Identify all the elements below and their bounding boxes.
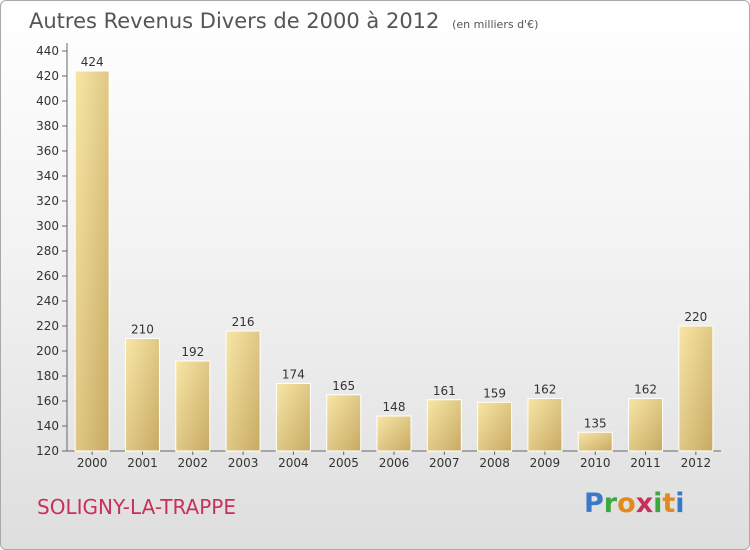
chart-bars: [74, 70, 714, 452]
x-tick-label: 2000: [77, 456, 108, 470]
bar: [376, 415, 412, 452]
y-tick-label: 400: [36, 94, 59, 108]
y-tick-label: 220: [36, 319, 59, 333]
x-tick-label: 2003: [228, 456, 259, 470]
y-tick-label: 440: [36, 44, 59, 58]
y-tick-label: 360: [36, 144, 59, 158]
bar: [275, 383, 311, 452]
data-label: 216: [232, 315, 255, 329]
y-tick-label: 260: [36, 269, 59, 283]
y-tick-label: 200: [36, 344, 59, 358]
data-label: 162: [634, 383, 657, 397]
chart-title: Autres Revenus Divers de 2000 à 2012 (en…: [29, 9, 538, 33]
data-label: 159: [483, 386, 506, 400]
x-tick-label: 2009: [530, 456, 561, 470]
chart-labels: 2000 424 2001 210 2002 192 2003 216 2004 174 2005 1…: [77, 55, 711, 470]
data-label: 135: [584, 416, 607, 430]
y-tick-label: 300: [36, 219, 59, 233]
y-tick-label: 240: [36, 294, 59, 308]
bar: [477, 401, 513, 452]
chart-axes: 120 140 160 180 200 220 240 260 280 300 320 340 360 3…: [36, 43, 721, 458]
data-label: 192: [181, 345, 204, 359]
x-tick-label: 2005: [328, 456, 359, 470]
chart-unit: (en milliers d'€): [452, 18, 539, 31]
y-tick-label: 180: [36, 369, 59, 383]
x-tick-label: 2012: [681, 456, 712, 470]
x-tick-label: 2010: [580, 456, 611, 470]
y-tick-label: 160: [36, 394, 59, 408]
y-tick-label: 340: [36, 169, 59, 183]
data-label: 148: [383, 400, 406, 414]
y-tick-label: 120: [36, 444, 59, 458]
bar: [577, 431, 613, 452]
bar: [527, 398, 563, 452]
proxiti-logo: Proxiti: [584, 488, 685, 519]
data-label: 210: [131, 323, 154, 337]
x-tick-label: 2002: [177, 456, 208, 470]
x-tick-label: 2007: [429, 456, 460, 470]
commune-name: SOLIGNY-LA-TRAPPE: [37, 495, 236, 519]
x-tick-label: 2011: [630, 456, 661, 470]
y-tick-label: 280: [36, 244, 59, 258]
data-label: 165: [332, 379, 355, 393]
bar: [124, 338, 160, 452]
x-tick-label: 2001: [127, 456, 158, 470]
x-tick-label: 2004: [278, 456, 309, 470]
y-tick-label: 420: [36, 69, 59, 83]
y-tick-label: 380: [36, 119, 59, 133]
data-label: 161: [433, 384, 456, 398]
chart-title-text: Autres Revenus Divers de 2000 à 2012: [29, 9, 440, 33]
data-label: 424: [81, 55, 104, 69]
bar: [225, 330, 261, 452]
bar: [678, 325, 714, 452]
y-tick-label: 320: [36, 194, 59, 208]
bar: [426, 399, 462, 452]
x-tick-label: 2008: [479, 456, 510, 470]
x-tick-label: 2006: [379, 456, 410, 470]
data-label: 220: [684, 310, 707, 324]
y-tick-label: 140: [36, 419, 59, 433]
data-label: 162: [533, 383, 556, 397]
bar: [175, 360, 211, 452]
data-label: 174: [282, 368, 305, 382]
bar: [628, 398, 664, 452]
bar: [74, 70, 110, 452]
bar: [326, 394, 362, 452]
